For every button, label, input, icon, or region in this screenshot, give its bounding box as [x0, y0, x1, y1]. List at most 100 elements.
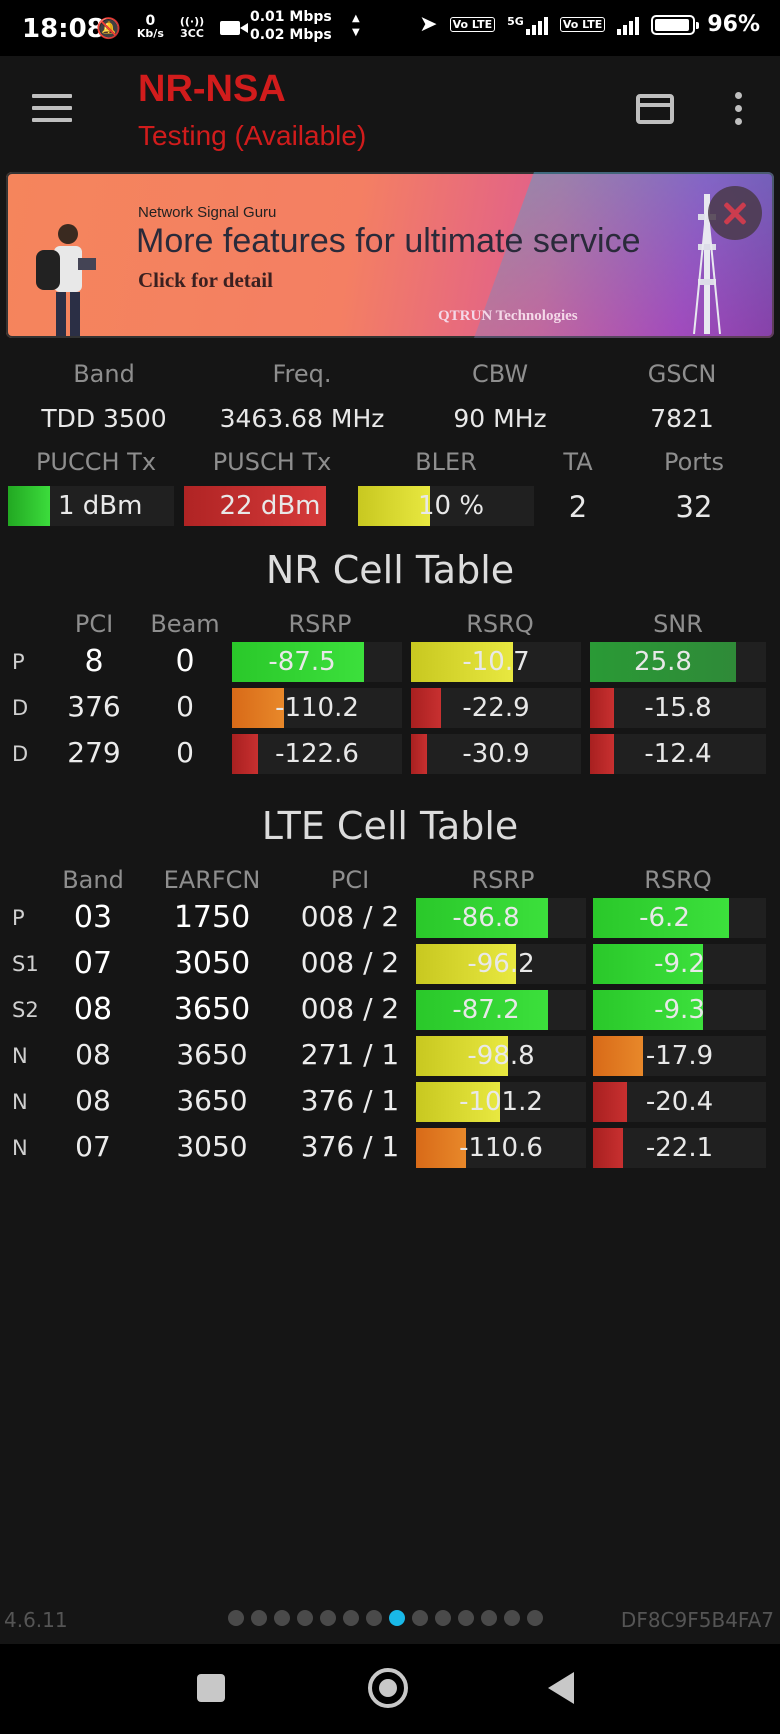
ad-cta: Click for detail: [138, 268, 273, 292]
device-id: DF8C9F5B4FA7: [620, 1608, 774, 1632]
back-icon[interactable]: [548, 1672, 574, 1704]
lte-rsrq-meter: -17.9: [593, 1036, 766, 1076]
page-dot[interactable]: [251, 1610, 267, 1626]
speed-small: 0 Kb/s: [136, 13, 164, 40]
nr-pci: 8: [84, 644, 104, 679]
status-bar: 18:08 🔕 0 Kb/s ((·)) 3CC 0.01 Mbps 0.02 M…: [0, 0, 780, 56]
volte-badge-2: Vo LTE: [559, 17, 606, 32]
nr-rsrp-meter: -87.5: [232, 642, 402, 682]
lte-cell-table-title: LTE Cell Table: [261, 804, 519, 848]
person-with-tablet-image: [36, 224, 96, 336]
bler-meter: 10 %: [358, 486, 534, 526]
nr-snr-meter: 25.8: [590, 642, 766, 682]
system-nav-bar: [0, 1644, 780, 1734]
page-dot[interactable]: [297, 1610, 313, 1626]
ad-headline: More features for ultimate service: [136, 222, 641, 260]
page-dot[interactable]: [412, 1610, 428, 1626]
battery-icon: [651, 14, 700, 35]
ad-company: QTRUN Technologies: [438, 308, 578, 324]
video-camera-icon: [220, 20, 249, 35]
nr-header-rsrp: RSRP: [288, 610, 352, 638]
header-ta: TA: [563, 448, 593, 476]
data-arrows-icon: ▲ ▼: [352, 13, 360, 38]
row-type: N: [12, 1136, 28, 1160]
lte-rsrq-meter: -9.3: [593, 990, 766, 1030]
header-band: Band: [73, 360, 135, 388]
lte-earfcn: 3650: [176, 1084, 248, 1117]
page-dot[interactable]: [343, 1610, 359, 1626]
location-arrow-icon: ➤: [419, 12, 438, 37]
app-version: 4.6.11: [4, 1608, 68, 1632]
lte-rsrp-meter: -87.2: [416, 990, 586, 1030]
page-dot[interactable]: [481, 1610, 497, 1626]
lte-pci: 008 / 2: [300, 946, 400, 979]
header-cbw: CBW: [471, 360, 529, 388]
row-type: D: [12, 696, 29, 720]
home-icon[interactable]: [368, 1668, 408, 1708]
page-dot[interactable]: [320, 1610, 336, 1626]
pusch-value: 22 dBm: [219, 491, 321, 521]
battery-percent: 96%: [707, 12, 760, 37]
nr-pci: 279: [67, 736, 121, 769]
lte-rsrq-meter: -9.2: [593, 944, 766, 984]
lte-rsrp-meter: -86.8: [416, 898, 586, 938]
lte-rsrp-meter: -101.2: [416, 1082, 586, 1122]
nr-beam: 0: [176, 690, 194, 723]
lte-rsrq-meter: -22.1: [593, 1128, 766, 1168]
lte-header-rsrp: RSRP: [471, 866, 535, 894]
page-dot-active[interactable]: [389, 1610, 405, 1626]
nr-rsrp-meter: -110.2: [232, 688, 402, 728]
app-bar: NR-NSA Testing (Available): [0, 56, 780, 168]
more-options-icon[interactable]: [732, 92, 744, 128]
hamburger-menu-icon[interactable]: [32, 94, 72, 124]
page-dot[interactable]: [435, 1610, 451, 1626]
row-type: S2: [12, 998, 39, 1022]
page-indicator: [228, 1610, 543, 1626]
lte-band: 08: [75, 1038, 111, 1071]
lte-earfcn: 3650: [176, 1038, 248, 1071]
recent-apps-icon[interactable]: [197, 1674, 225, 1702]
lte-pci: 008 / 2: [300, 900, 400, 933]
pucch-meter: 1 dBm: [8, 486, 174, 526]
page-dot[interactable]: [274, 1610, 290, 1626]
ta-value: 2: [568, 490, 588, 524]
value-gscn: 7821: [650, 404, 714, 433]
page-dot[interactable]: [366, 1610, 382, 1626]
nr-header-rsrq: RSRQ: [466, 610, 534, 638]
lte-earfcn: 1750: [173, 900, 251, 935]
lte-pci: 008 / 2: [300, 992, 400, 1025]
page-dot[interactable]: [504, 1610, 520, 1626]
nr-snr-meter: -12.4: [590, 734, 766, 774]
lte-earfcn: 3050: [173, 946, 251, 981]
lte-band: 08: [75, 1084, 111, 1117]
app-subtitle: Testing (Available): [138, 120, 367, 151]
nr-header-beam: Beam: [150, 610, 220, 638]
ad-brand: Network Signal Guru: [138, 204, 277, 221]
network-speed: 0.01 Mbps 0.02 Mbps: [250, 9, 332, 43]
lte-rsrq-meter: -20.4: [593, 1082, 766, 1122]
page-dot[interactable]: [527, 1610, 543, 1626]
hotspot-icon: ((·)) 3CC: [179, 14, 205, 40]
header-ports: Ports: [663, 448, 725, 476]
card-view-icon[interactable]: [636, 94, 674, 124]
row-type: P: [12, 906, 25, 930]
antenna-tower-image: [693, 194, 721, 334]
pusch-meter: 22 dBm: [184, 486, 326, 526]
nr-snr-meter: -15.8: [590, 688, 766, 728]
lte-band: 07: [73, 946, 113, 981]
pucch-value: 1 dBm: [58, 491, 143, 521]
page-dot[interactable]: [228, 1610, 244, 1626]
ad-close-icon[interactable]: [708, 186, 762, 240]
lte-header-rsrq: RSRQ: [644, 866, 712, 894]
value-freq: 3463.68 MHz: [219, 404, 385, 433]
ad-banner[interactable]: Network Signal Guru More features for ul…: [6, 172, 774, 338]
lte-rsrp-meter: -110.6: [416, 1128, 586, 1168]
lte-rsrp-meter: -96.2: [416, 944, 586, 984]
row-type: S1: [12, 952, 39, 976]
page-dot[interactable]: [458, 1610, 474, 1626]
lte-pci: 376 / 1: [300, 1084, 400, 1117]
lte-header-band: Band: [62, 866, 124, 894]
lte-band: 08: [73, 992, 113, 1027]
nr-pci: 376: [67, 690, 121, 723]
app-title: NR-NSA: [138, 68, 286, 110]
